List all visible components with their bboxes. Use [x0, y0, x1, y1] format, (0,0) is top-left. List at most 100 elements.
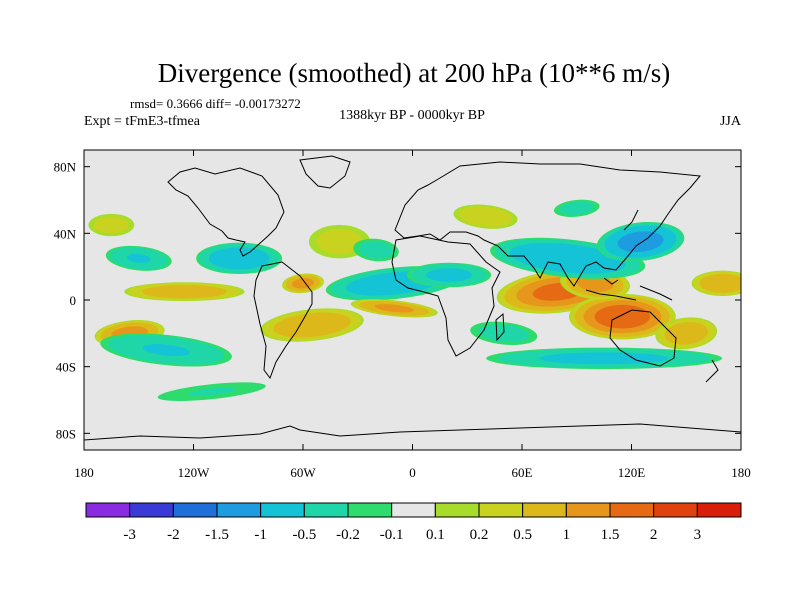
colorbar-label: 2: [650, 527, 658, 543]
anomaly-region: [353, 238, 399, 262]
anomaly-contour: [358, 241, 394, 259]
anomaly-contour: [509, 242, 626, 274]
anomaly-region: [282, 273, 324, 294]
x-tick-label: 60W: [290, 465, 316, 480]
anomaly-region: [406, 262, 492, 288]
coastline-eurasia: [394, 161, 701, 287]
x-tick-label: 60E: [512, 465, 533, 480]
coastlines: [84, 155, 741, 441]
anomaly-region: [691, 270, 741, 296]
anomaly-region: [486, 347, 722, 370]
colorbar-swatch: [129, 502, 174, 518]
anomaly-region: [124, 282, 245, 302]
anomaly-contour: [664, 322, 709, 345]
colorbar-swatch: [478, 502, 524, 518]
x-tick-label: 0: [409, 465, 416, 480]
axis-tick-labels: 180 120W 60W 0 60E 120E 180 80N 40N 0 40S 80S: [54, 160, 751, 480]
anomaly-region: [553, 199, 600, 218]
anomaly-region: [655, 317, 718, 350]
anomaly-contour: [273, 312, 351, 338]
colorbar-swatch: [696, 502, 742, 518]
coastline-antarctica: [84, 423, 741, 441]
anomaly-contour: [291, 278, 315, 289]
colorbar-label: 0.5: [513, 527, 532, 543]
colorbar-label: -2: [167, 527, 180, 543]
coastline-indonesia: [585, 277, 673, 301]
y-tick-label: 80N: [54, 160, 77, 175]
coastline-africa: [391, 235, 501, 357]
anomaly-region: [350, 299, 438, 318]
x-tick-label: 180: [731, 465, 751, 480]
colorbar-label: 0.2: [470, 527, 489, 543]
x-tick-label: 180: [74, 465, 94, 480]
colorbar: -3 -2 -1.5 -1 -0.5 -0.2 -0.1 0.1 0.2 0.5 1 1.5 2 3: [85, 502, 742, 543]
y-tick-label: 40S: [56, 360, 76, 375]
anomaly-region: [88, 213, 135, 237]
coastline-north-america: [167, 167, 285, 257]
coastline-south-america: [253, 261, 313, 380]
anomaly-contour: [594, 304, 651, 329]
colorbar-swatch: [172, 502, 218, 518]
anomaly-contour: [208, 247, 270, 270]
colorbar-label: -1: [254, 527, 267, 543]
anomaly-contour: [141, 285, 227, 299]
colorbar-label: -1.5: [205, 527, 229, 543]
colorbar-swatch: [391, 502, 436, 518]
period-label: 1388kyr BP - 0000kyr BP: [339, 108, 485, 123]
colorbar-label: -3: [123, 527, 136, 543]
x-tick-label: 120E: [618, 465, 646, 480]
chart-title: Divergence (smoothed) at 200 hPa (10**6 …: [158, 58, 670, 88]
coastline-greenland: [299, 155, 351, 189]
axis-ticks: [83, 150, 742, 450]
colorbar-swatch: [347, 502, 393, 518]
anomaly-region: [100, 333, 232, 367]
anomaly-region: [569, 293, 676, 340]
stats-label: rmsd= 0.3666 diff= -0.00173272: [130, 96, 301, 111]
anomaly-region: [596, 221, 685, 262]
anomaly-contour: [699, 273, 741, 293]
colorbar-swatch: [434, 502, 480, 518]
anomaly-contour: [187, 387, 236, 396]
plot-area: [84, 150, 741, 450]
anomaly-region: [453, 204, 518, 229]
anomaly-contour: [576, 274, 614, 292]
colorbar-swatch: [565, 502, 611, 518]
anomaly-contour: [458, 206, 513, 227]
anomaly-contour: [617, 231, 664, 253]
anomaly-contour: [425, 268, 473, 282]
colorbar-label: 1.5: [601, 527, 620, 543]
colorbar-label: -0.2: [336, 527, 360, 543]
coastline-new-zealand: [705, 359, 719, 383]
season-label: JJA: [720, 114, 742, 129]
anomaly-region: [470, 321, 538, 345]
colorbar-swatch: [216, 502, 262, 518]
anomaly-contour: [316, 228, 363, 255]
y-tick-label: 40N: [54, 226, 77, 241]
anomaly-region: [157, 382, 266, 401]
y-tick-label: 80S: [56, 426, 76, 441]
colorbar-swatch: [260, 502, 305, 518]
colorbar-swatch: [522, 502, 567, 518]
anomaly-contour: [559, 201, 595, 215]
colorbar-swatch: [303, 502, 349, 518]
anomaly-contour: [539, 352, 669, 365]
colorbar-swatch: [653, 502, 698, 518]
colorbar-label: -0.5: [292, 527, 316, 543]
colorbar-label: 0.1: [426, 527, 445, 543]
anomaly-contour: [142, 344, 190, 356]
colorbar-label: 1: [563, 527, 571, 543]
anomaly-contour: [374, 304, 414, 313]
coastline-japan: [623, 209, 639, 231]
anomaly-region: [105, 245, 172, 271]
y-tick-label: 0: [70, 293, 77, 308]
coastline-madagascar: [495, 312, 505, 342]
colorbar-swatch: [609, 502, 655, 518]
anomaly-contour: [126, 253, 151, 263]
anomaly-region: [196, 242, 283, 275]
anomaly-region: [260, 308, 364, 342]
colorbar-swatch: [85, 502, 131, 518]
colorbar-label: 3: [694, 527, 702, 543]
coastline-australia: [609, 309, 677, 367]
anomaly-contour: [478, 324, 530, 343]
